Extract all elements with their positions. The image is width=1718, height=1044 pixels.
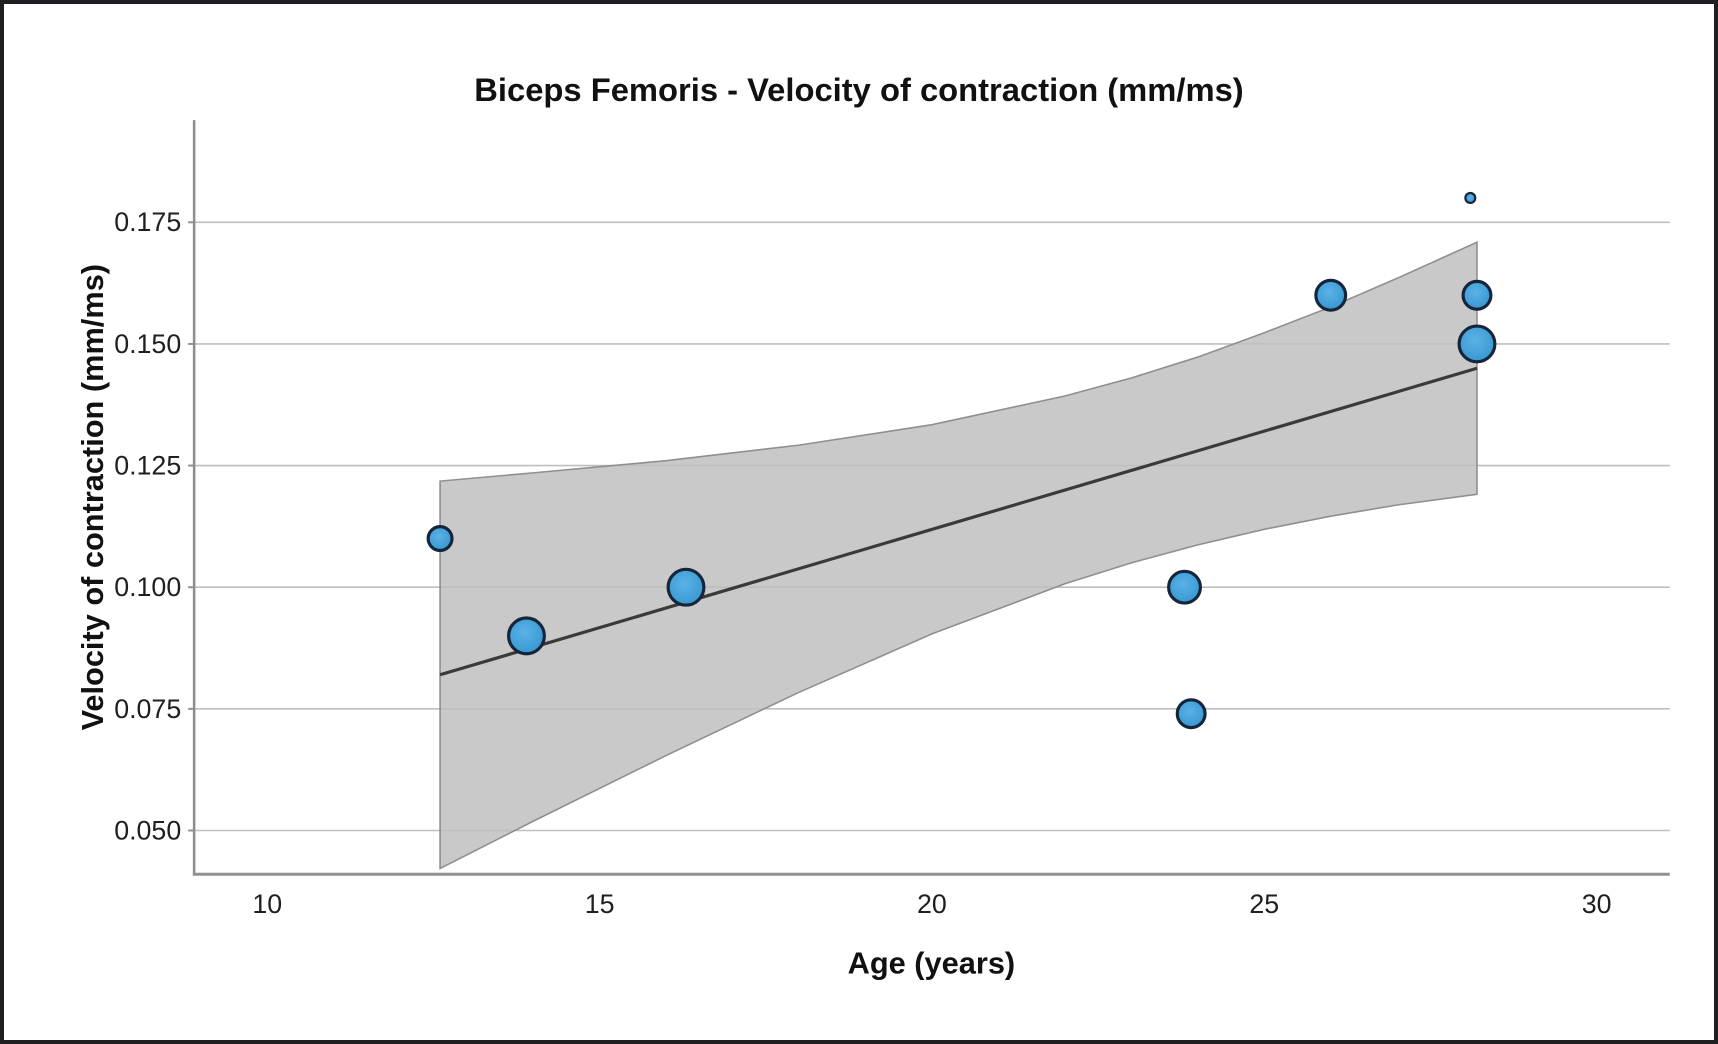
gridline-layer: [194, 221, 1670, 870]
data-point: [1175, 698, 1207, 730]
x-tick-label: 30: [1582, 889, 1612, 919]
y-tick-label: 0.050: [114, 815, 181, 845]
data-point: [1314, 278, 1348, 312]
data-point: [426, 525, 454, 553]
y-tick-label: 0.100: [114, 572, 181, 602]
y-tick-label: 0.150: [114, 329, 181, 359]
y-tick-label: 0.125: [114, 450, 181, 480]
y-tick-label: 0.075: [114, 694, 181, 724]
data-point: [1457, 324, 1497, 364]
confidence-band-outline: [439, 241, 1478, 870]
x-tick-label: 20: [917, 889, 947, 919]
regression-line: [439, 366, 1478, 677]
data-point: [1461, 279, 1493, 311]
tick-labels-layer: 0.050 0.075 0.100 0.125 0.150 0.175 10 15 20 25 30: [114, 207, 1611, 919]
x-tick-label: 25: [1249, 889, 1279, 919]
data-point: [1167, 569, 1202, 605]
confidence-band-layer: [440, 242, 1477, 869]
chart-title: Biceps Femoris - Velocity of contraction…: [474, 71, 1243, 108]
data-point: [666, 567, 706, 607]
y-axis-title: Velocity of contraction (mm/ms): [75, 264, 110, 730]
axes-layer: [188, 120, 1670, 876]
data-point: [1464, 191, 1477, 205]
scatter-chart-svg: 0.050 0.075 0.100 0.125 0.150 0.175 10 15 20 25 30…: [75, 71, 1670, 981]
data-point: [507, 616, 546, 656]
y-tick-label: 0.175: [114, 207, 181, 237]
regression-layer: [439, 366, 1478, 677]
x-tick-label: 15: [585, 889, 615, 919]
x-tick-label: 10: [252, 889, 282, 919]
data-points-layer: [426, 191, 1497, 730]
x-axis-title: Age (years): [848, 946, 1016, 981]
confidence-band-fill: [440, 242, 1477, 869]
